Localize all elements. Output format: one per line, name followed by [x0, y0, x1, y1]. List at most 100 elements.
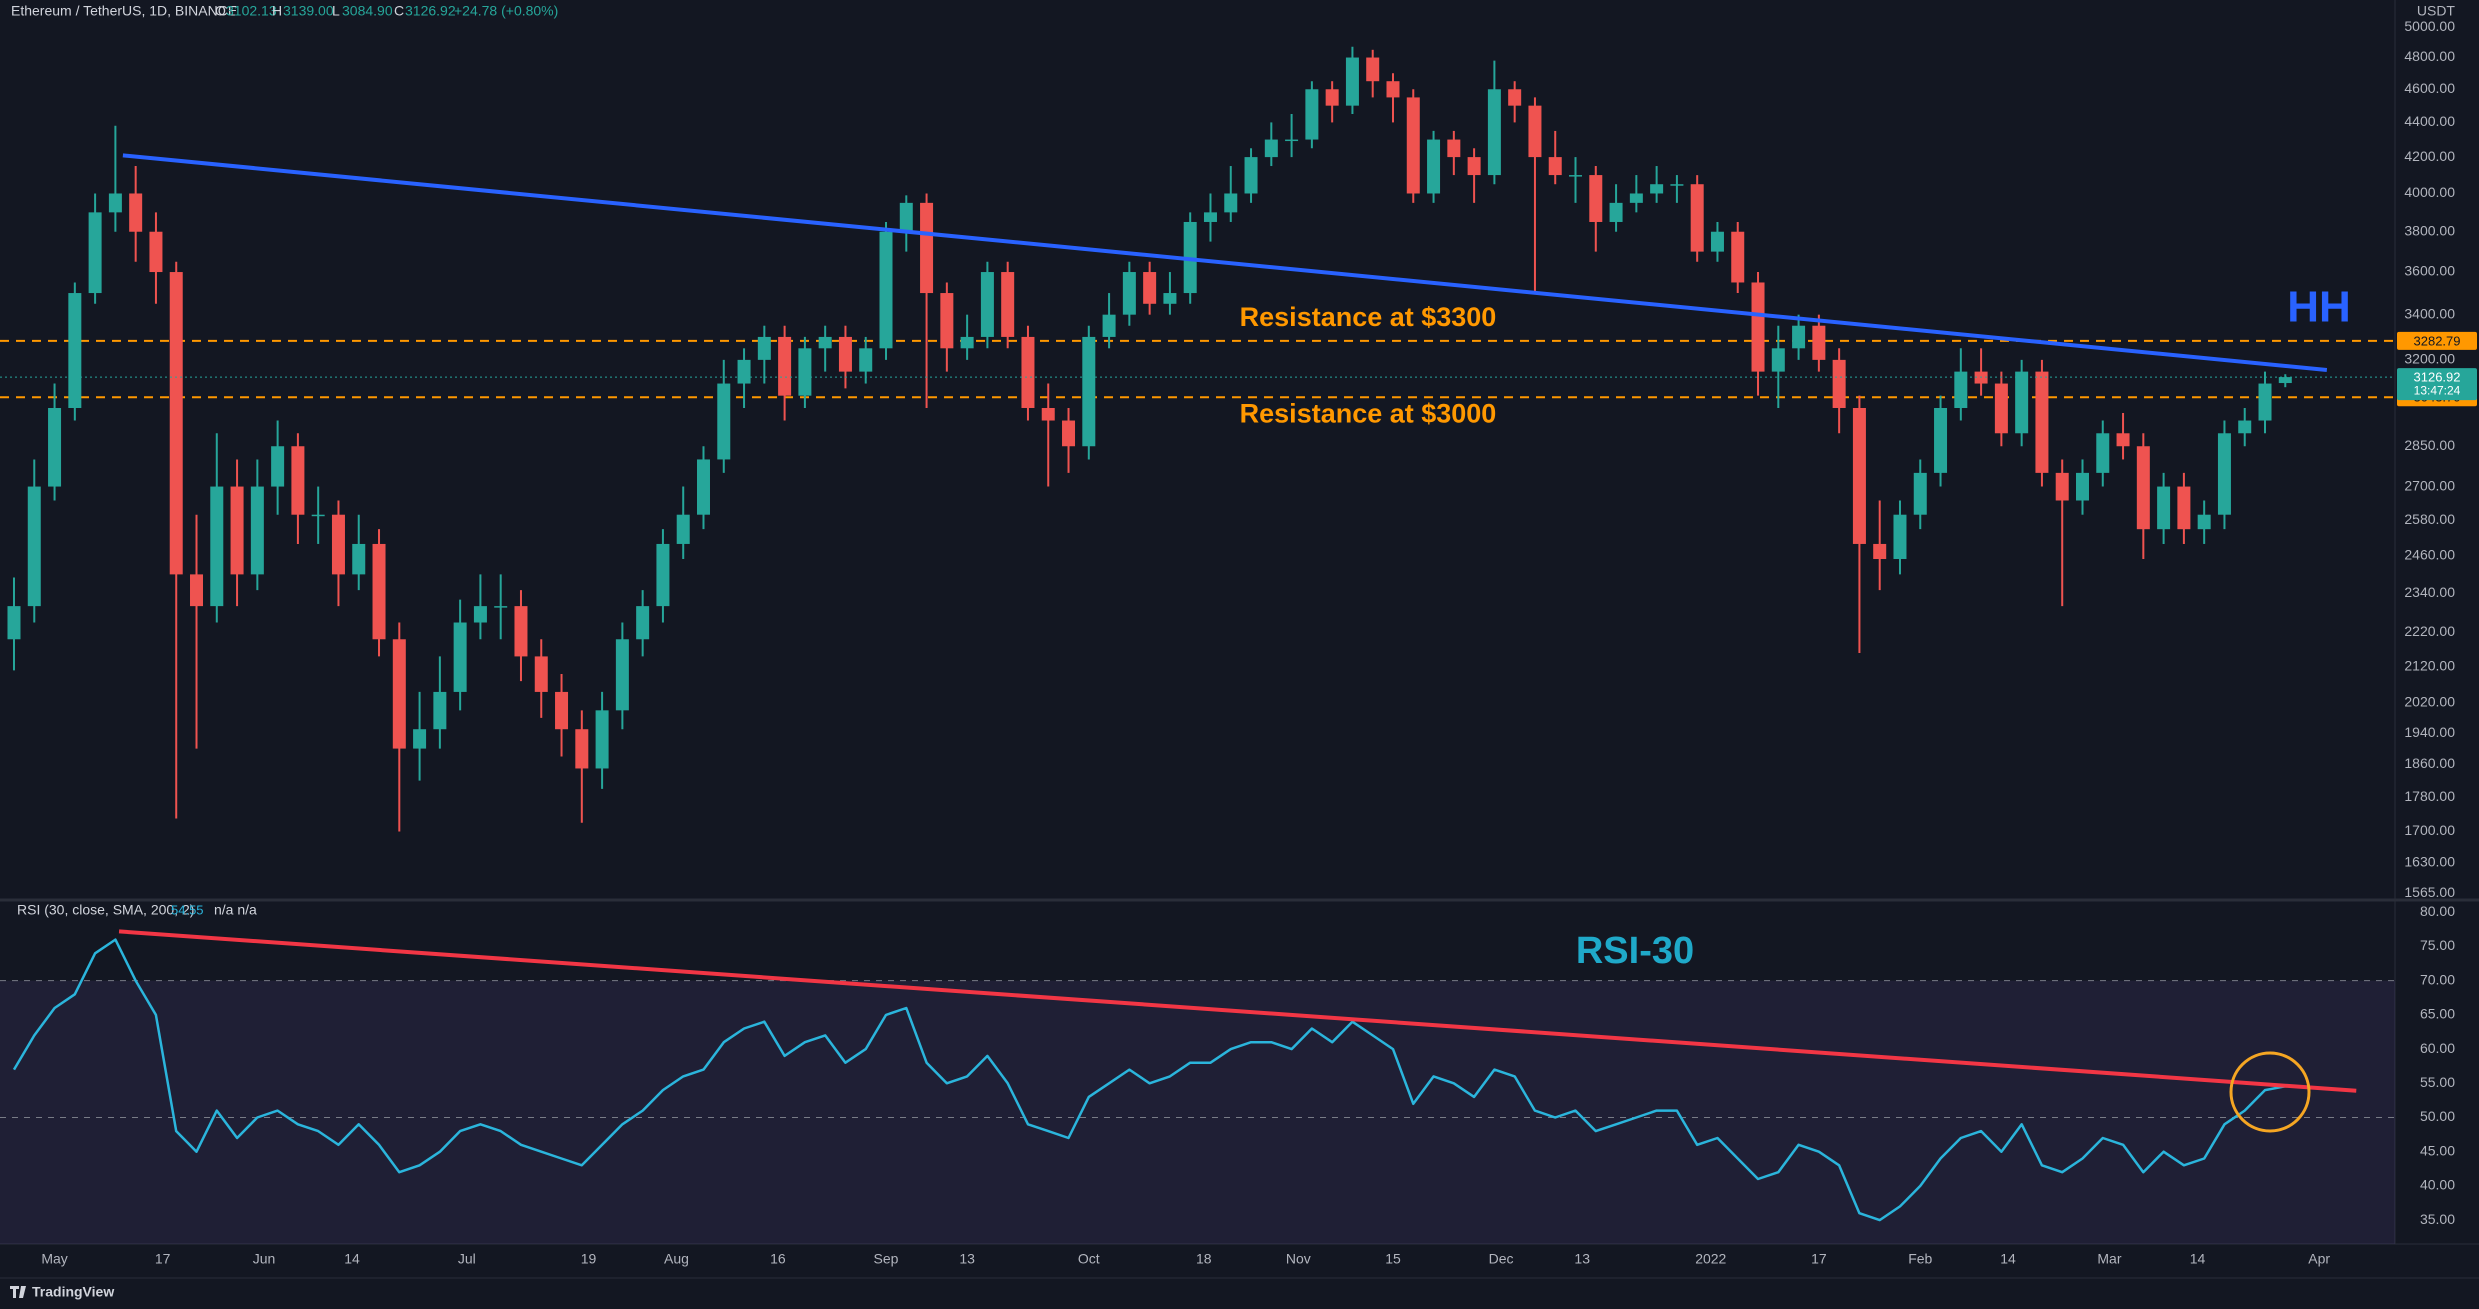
- candle-body: [1690, 184, 1704, 252]
- candle-body: [1427, 139, 1441, 194]
- y-tick-label: 5000.00: [2404, 18, 2455, 34]
- candle-body: [1203, 212, 1217, 222]
- candle-body: [1062, 420, 1076, 447]
- change: +24.78 (+0.80%): [454, 3, 558, 19]
- x-tick-label: Dec: [1489, 1251, 1514, 1267]
- ohlc-label: L: [332, 3, 340, 19]
- price-tag-label: 3282.79: [2414, 333, 2461, 348]
- y-tick-label: 2850.00: [2404, 437, 2455, 453]
- x-tick-label: Nov: [1286, 1251, 1311, 1267]
- candle-body: [859, 348, 873, 372]
- y-tick-label: 1700.00: [2404, 822, 2455, 838]
- candle-body: [392, 639, 406, 749]
- candle-body: [2258, 383, 2272, 421]
- rsi-label: RSI-30: [1576, 930, 1694, 972]
- candle-body: [1893, 514, 1907, 560]
- candle-body: [1650, 184, 1664, 194]
- candle-body: [1812, 325, 1826, 360]
- candle-body: [48, 407, 62, 487]
- candle-body: [1325, 89, 1339, 106]
- candle-body: [555, 691, 569, 730]
- y-tick-label: 2120.00: [2404, 658, 2455, 674]
- candle-body: [372, 543, 386, 640]
- candle-body: [1994, 383, 2008, 434]
- x-tick-label: 17: [155, 1251, 171, 1267]
- candle-body: [1508, 89, 1522, 106]
- y-tick-label: 3600.00: [2404, 263, 2455, 279]
- y-tick-label: 2580.00: [2404, 511, 2455, 527]
- y-tick-label: 2460.00: [2404, 547, 2455, 563]
- candle-body: [1143, 272, 1157, 304]
- y-tick-label: 2220.00: [2404, 623, 2455, 639]
- x-tick-label: May: [41, 1251, 67, 1267]
- candle-body: [169, 272, 183, 575]
- x-tick-label: 17: [1811, 1251, 1827, 1267]
- candle-body: [331, 514, 345, 575]
- symbol: Ethereum / TetherUS, 1D, BINANCE: [11, 3, 237, 19]
- y-tick-label: 1860.00: [2404, 755, 2455, 771]
- x-tick-label: Apr: [2308, 1251, 2330, 1267]
- candle-body: [291, 446, 305, 515]
- x-tick-label: 14: [2000, 1251, 2016, 1267]
- candle-body: [1548, 157, 1562, 176]
- rsi-band: [0, 980, 2395, 1244]
- candle-body: [1244, 157, 1258, 194]
- candle-body: [352, 543, 366, 575]
- y-tick-label: 65.00: [2420, 1006, 2455, 1022]
- candle-body: [1001, 272, 1015, 337]
- y-tick-label: 40.00: [2420, 1177, 2455, 1193]
- candle-body: [798, 348, 812, 396]
- candle-body: [129, 193, 143, 232]
- candle-body: [899, 202, 913, 232]
- y-tick-label: 50.00: [2420, 1108, 2455, 1124]
- y-tick-label: 2340.00: [2404, 584, 2455, 600]
- candle-body: [757, 336, 771, 360]
- candle-body: [1447, 139, 1461, 158]
- candle-body: [879, 231, 893, 349]
- ohlc-label: C: [394, 3, 404, 19]
- candle-body: [1954, 371, 1968, 408]
- candle-body: [2278, 377, 2292, 384]
- candle-body: [1122, 272, 1136, 315]
- candle-body: [2238, 420, 2252, 434]
- current-price-tag: [2397, 368, 2477, 401]
- x-tick-label: 14: [344, 1251, 360, 1267]
- candle-body: [149, 231, 163, 273]
- y-tick-label: 2700.00: [2404, 477, 2455, 493]
- y-tick-label: 60.00: [2420, 1040, 2455, 1056]
- y-tick-label: 70.00: [2420, 971, 2455, 987]
- candle-body: [2096, 433, 2110, 473]
- candle-body: [960, 336, 974, 349]
- candle-body: [1629, 193, 1643, 203]
- resistance-annotation: Resistance at $3000: [1240, 398, 1497, 428]
- candle-body: [838, 336, 852, 372]
- x-tick-label: Oct: [1078, 1251, 1100, 1267]
- x-tick-label: Aug: [664, 1251, 689, 1267]
- candle-body: [2116, 433, 2130, 447]
- candle-body: [1852, 407, 1866, 544]
- candle-body: [920, 202, 934, 294]
- candle-body: [980, 272, 994, 337]
- candle-body: [534, 656, 548, 692]
- ohlc-label: H: [272, 3, 282, 19]
- x-tick-label: Mar: [2097, 1251, 2121, 1267]
- candle-body: [2177, 486, 2191, 530]
- candle-body: [1163, 293, 1177, 304]
- candle-body: [514, 606, 528, 657]
- y-tick-label: 4200.00: [2404, 148, 2455, 164]
- y-tick-label: 1780.00: [2404, 788, 2455, 804]
- candle-body: [818, 336, 832, 349]
- candle-body: [2015, 371, 2029, 434]
- ohlc-value: 3126.92: [405, 3, 456, 19]
- candle-body: [210, 486, 224, 607]
- current-price-label: 3126.92: [2414, 370, 2461, 385]
- candle-body: [1366, 57, 1380, 82]
- y-tick-label: 3200.00: [2404, 351, 2455, 367]
- candle-body: [656, 543, 670, 607]
- candle-body: [2157, 486, 2171, 530]
- x-tick-label: 13: [959, 1251, 975, 1267]
- candle-body: [778, 336, 792, 396]
- y-tick-label: 2020.00: [2404, 694, 2455, 710]
